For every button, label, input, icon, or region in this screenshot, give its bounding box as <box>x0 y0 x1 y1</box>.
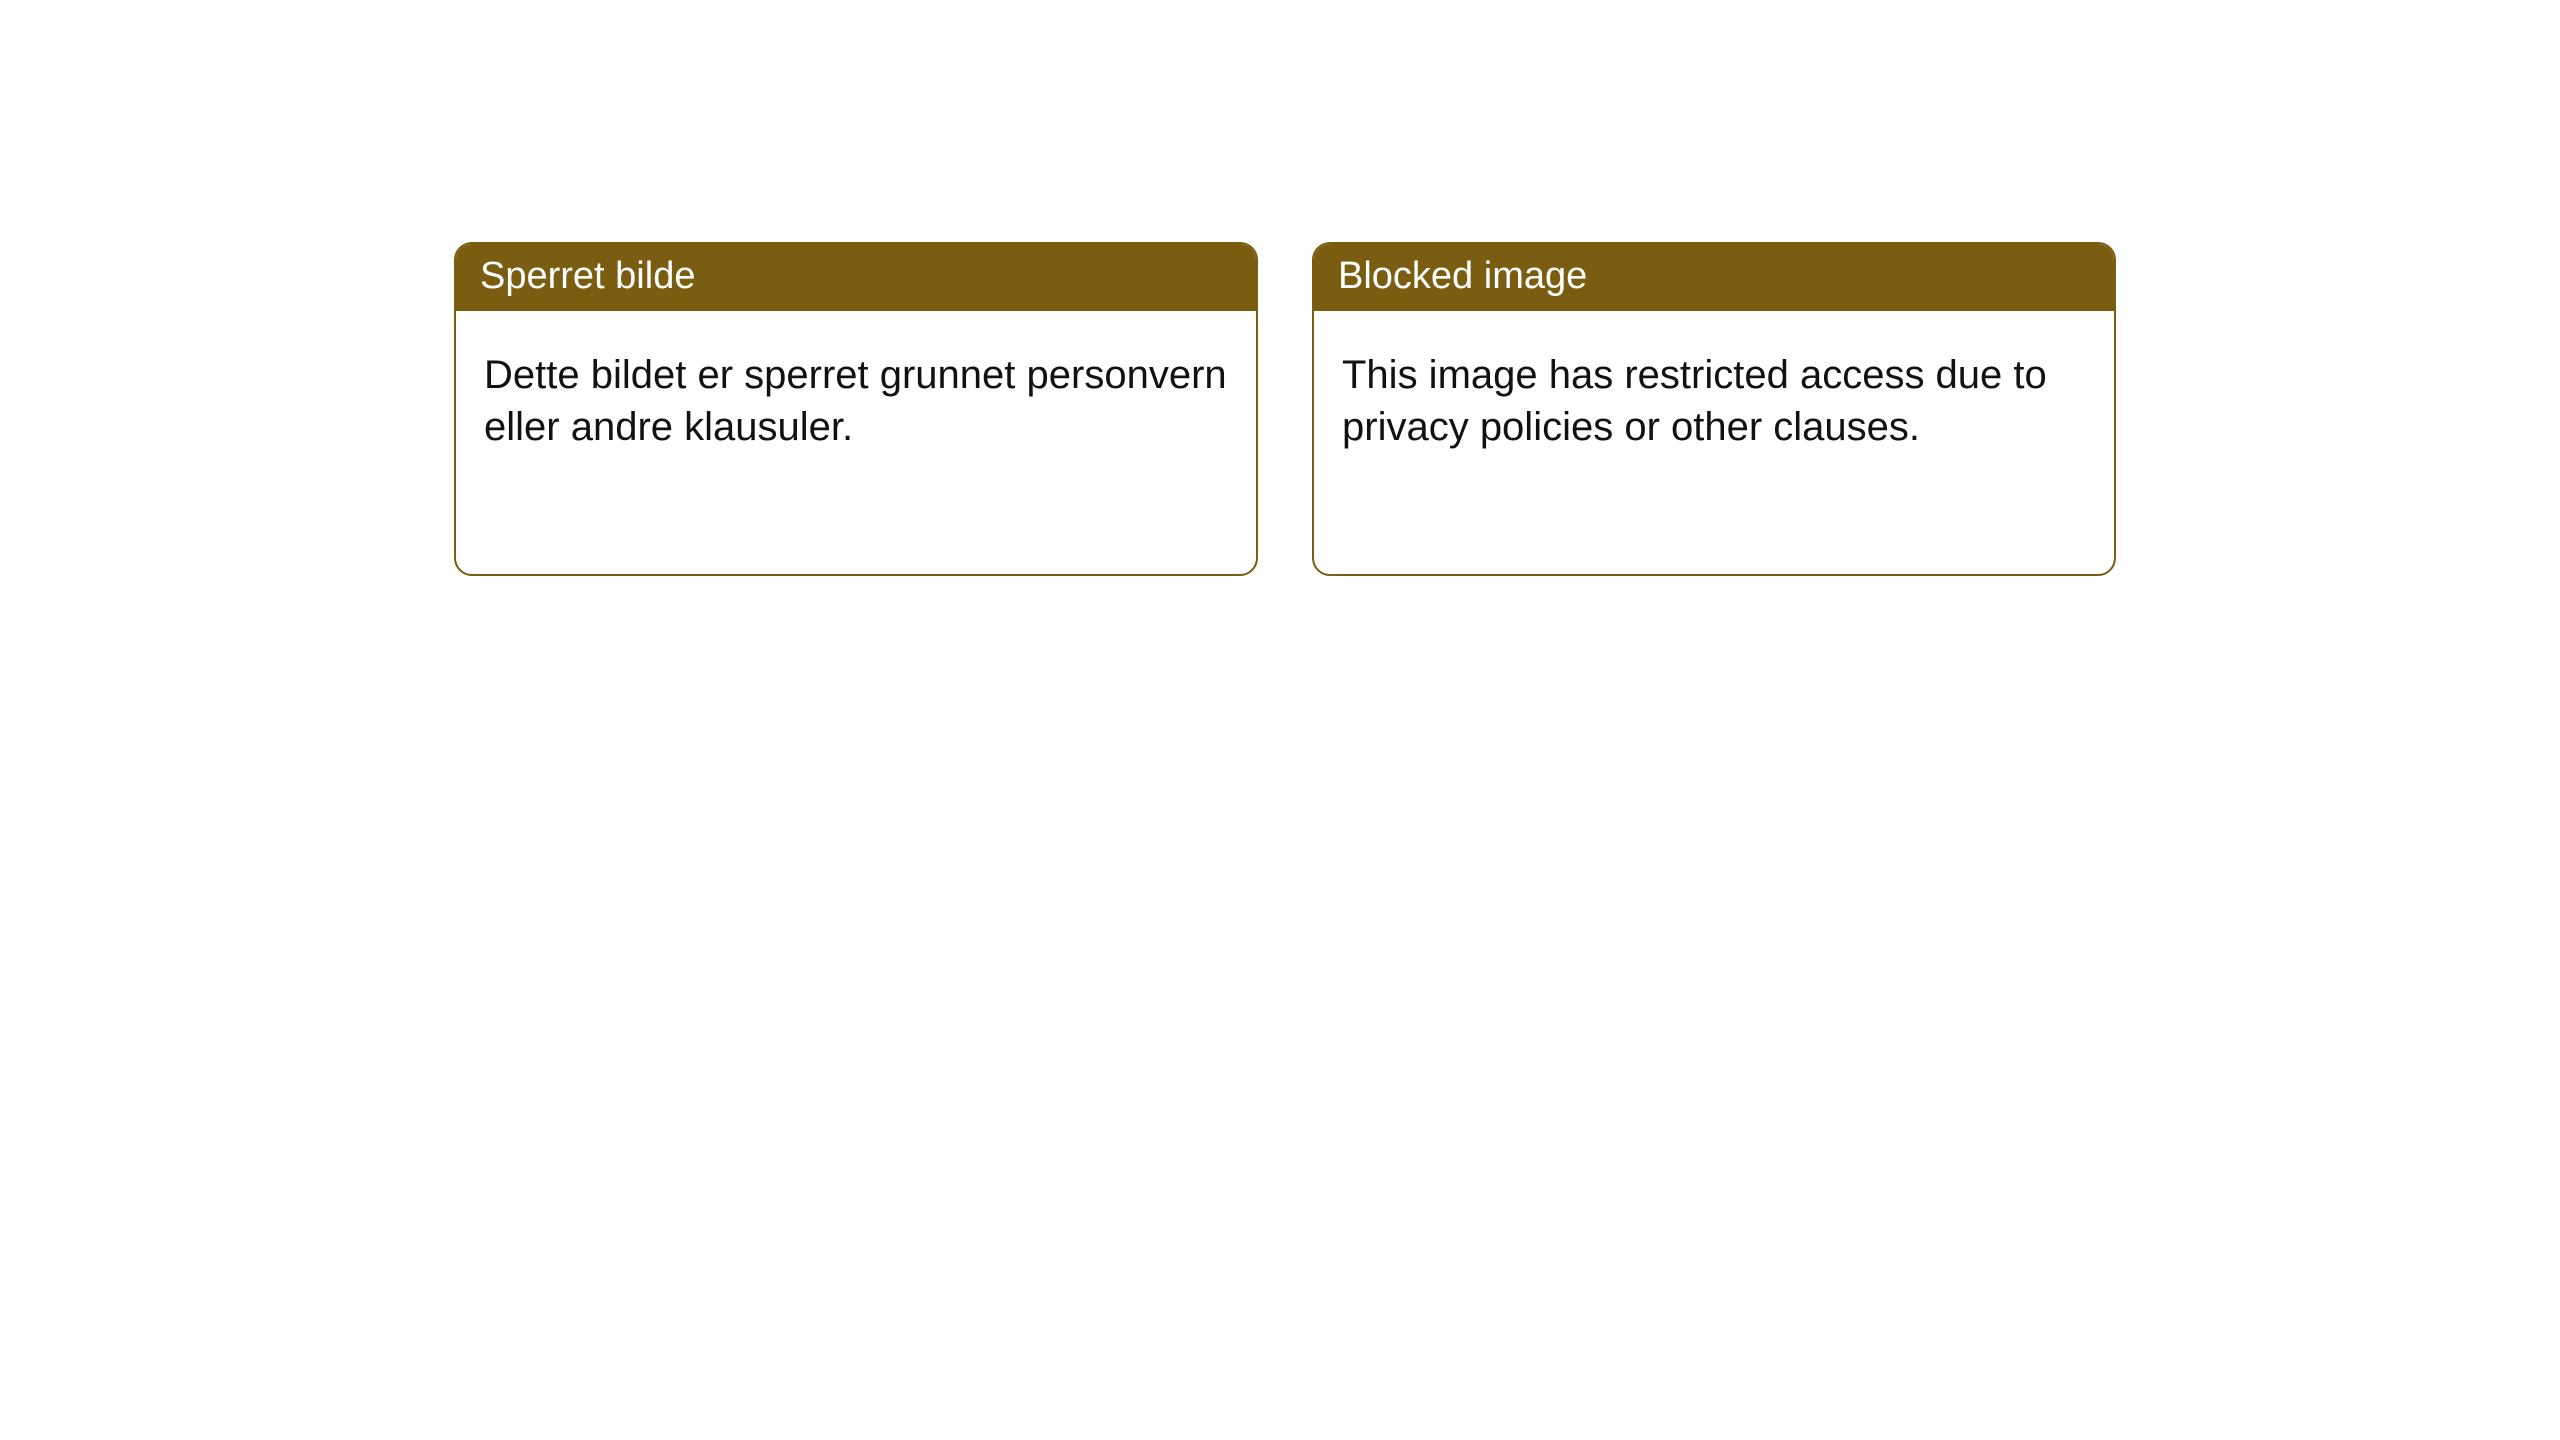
box-body-en: This image has restricted access due to … <box>1314 311 2114 481</box>
box-text-en: This image has restricted access due to … <box>1342 353 2047 449</box>
box-text-no: Dette bildet er sperret grunnet personve… <box>484 353 1227 449</box>
message-container: Sperret bilde Dette bildet er sperret gr… <box>0 0 2560 576</box>
blocked-image-box-en: Blocked image This image has restricted … <box>1312 242 2116 576</box>
box-title-no: Sperret bilde <box>480 255 695 297</box>
box-header-en: Blocked image <box>1314 244 2114 311</box>
blocked-image-box-no: Sperret bilde Dette bildet er sperret gr… <box>454 242 1258 576</box>
box-title-en: Blocked image <box>1338 255 1587 297</box>
box-body-no: Dette bildet er sperret grunnet personve… <box>456 311 1256 481</box>
box-header-no: Sperret bilde <box>456 244 1256 311</box>
